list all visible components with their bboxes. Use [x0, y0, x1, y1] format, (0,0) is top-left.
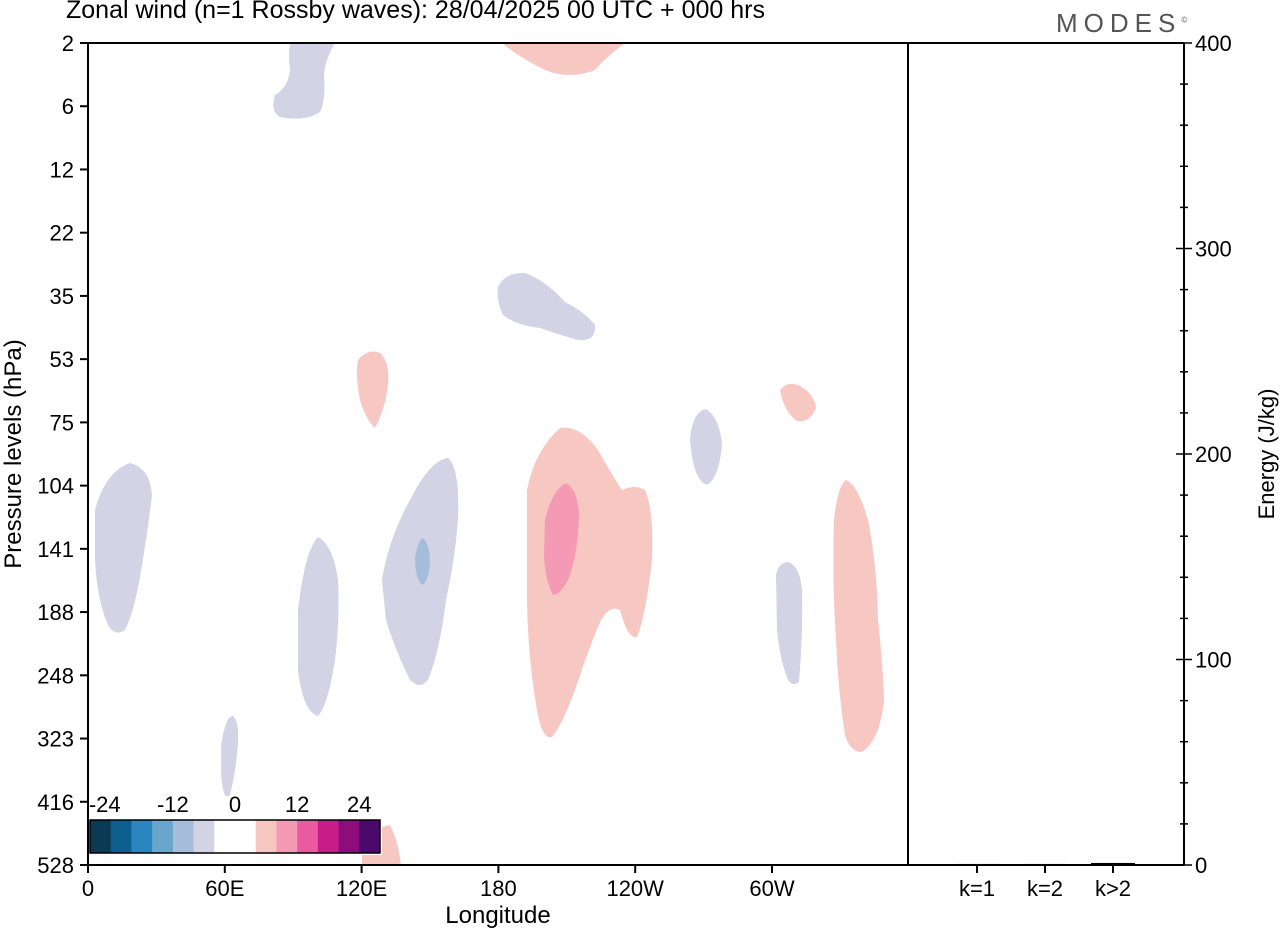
- colorbar-swatch: [131, 820, 153, 853]
- pressure-tick-label: 104: [37, 474, 74, 499]
- colorbar-swatch: [214, 820, 236, 853]
- main-plot-frame: [87, 42, 909, 866]
- energy-axis-label: Energy (J/kg): [1254, 389, 1279, 520]
- colorbar-tick-label: -12: [157, 792, 189, 817]
- energy-tick-label: 0: [1195, 853, 1207, 878]
- pressure-tick-label: 323: [37, 727, 74, 752]
- colorbar-swatch: [297, 820, 319, 853]
- longitude-tick-label: 120E: [336, 876, 387, 901]
- colorbar: -24 -12 0 12 24: [88, 792, 382, 855]
- colorbar-tick-label: 12: [285, 792, 309, 817]
- energy-tick-label: 200: [1195, 442, 1232, 467]
- logo-text: MODES: [1056, 8, 1182, 38]
- longitude-tick-label: 60W: [749, 876, 794, 901]
- contour-negative-left-edge: [95, 463, 152, 633]
- contour-negative-upper-left: [273, 43, 335, 119]
- longitude-tick-label: 120W: [606, 876, 664, 901]
- contour-negative-35hpa: [497, 272, 596, 341]
- contour-positive-east: [833, 480, 884, 752]
- energy-bar: [955, 863, 999, 865]
- colorbar-swatch: [276, 820, 298, 853]
- colorbar-swatch: [172, 820, 195, 853]
- pressure-tick-label: 53: [50, 347, 74, 372]
- colorbar-swatch: [193, 820, 215, 853]
- energy-bar: [1023, 863, 1067, 865]
- contour-negative-60w: [776, 562, 803, 685]
- colorbar-swatch: [317, 820, 340, 853]
- energy-tick-label: 300: [1195, 237, 1232, 262]
- logo-mark: ©: [1181, 15, 1188, 25]
- colorbar-swatch: [255, 820, 277, 853]
- energy-category-label: k=1: [959, 876, 995, 901]
- y-axis-label: Pressure levels (hPa): [0, 339, 27, 568]
- energy-bar: [1091, 862, 1135, 865]
- contour-field: [95, 43, 884, 865]
- colorbar-tick-label: 24: [347, 792, 371, 817]
- contour-positive-53hpa: [356, 351, 389, 428]
- contour-positive-top: [502, 43, 625, 75]
- pressure-tick-label: 141: [37, 537, 74, 562]
- pressure-tick-label: 416: [37, 790, 74, 815]
- contour-negative-120e-core: [415, 538, 430, 585]
- colorbar-swatch: [152, 820, 174, 853]
- colorbar-swatch: [110, 820, 132, 853]
- colorbar-frame: [89, 819, 381, 854]
- pressure-tick-label: 22: [50, 221, 74, 246]
- contour-positive-180-core: [544, 483, 579, 595]
- colorbar-swatch: [338, 820, 360, 853]
- longitude-tick-label: 0: [82, 876, 94, 901]
- colorbar-tick-label: -24: [89, 792, 121, 817]
- contour-negative-60e: [298, 537, 339, 716]
- pressure-tick-label: 6: [62, 94, 74, 119]
- colorbar-tick-label: 0: [229, 792, 241, 817]
- pressure-tick-label: 248: [37, 663, 74, 688]
- pressure-tick-label: 528: [37, 853, 74, 878]
- pressure-tick-label: 188: [37, 600, 74, 625]
- colorbar-swatch: [359, 820, 381, 853]
- longitude-axis: 0 60E 120E 180 120W 60W: [82, 865, 795, 901]
- x-axis-label: Longitude: [445, 902, 550, 929]
- energy-category-label: k=2: [1027, 876, 1063, 901]
- pressure-tick-label: 12: [50, 157, 74, 182]
- colorbar-swatch: [235, 820, 257, 853]
- colorbar-swatch: [90, 820, 112, 853]
- longitude-tick-label: 180: [480, 876, 517, 901]
- pressure-tick-label: 75: [50, 410, 74, 435]
- contour-negative-90hpa: [690, 409, 722, 485]
- pressure-tick-label: 2: [62, 31, 74, 56]
- chart-title: Zonal wind (n=1 Rossby waves): 28/04/202…: [66, 0, 765, 24]
- modes-logo: MODES©: [1056, 8, 1187, 39]
- energy-axis: 0 100 200 300 400: [1176, 31, 1232, 878]
- energy-tick-label: 100: [1195, 648, 1232, 673]
- pressure-axis: 2 6 12 22 35 53 75 104 141 188 248 323 416 528: [37, 31, 88, 878]
- pressure-tick-label: 35: [50, 284, 74, 309]
- contour-positive-75hpa-east: [780, 383, 816, 422]
- energy-tick-label: 400: [1195, 31, 1232, 56]
- energy-bars: k=1 k=2 k>2: [955, 862, 1135, 901]
- energy-category-label: k>2: [1095, 876, 1131, 901]
- contour-positive-180: [527, 427, 653, 738]
- longitude-tick-label: 60E: [205, 876, 244, 901]
- contour-negative-lower: [221, 715, 239, 800]
